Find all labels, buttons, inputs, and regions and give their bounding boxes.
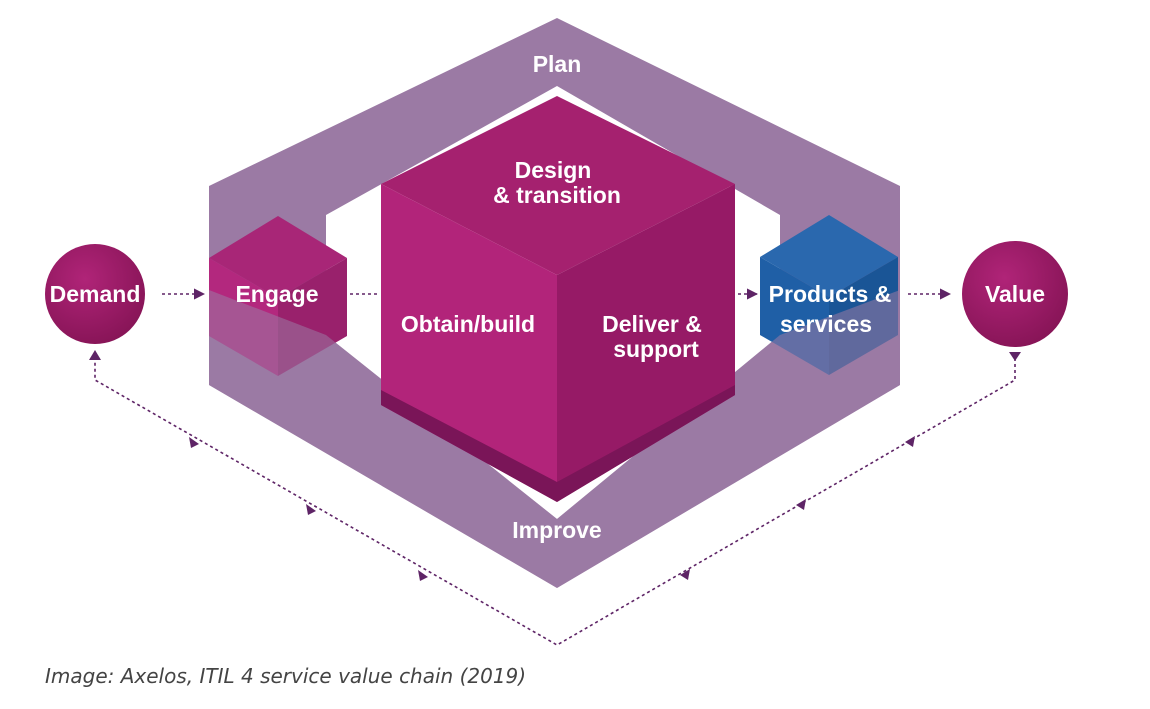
value-down-arrowhead [1009,352,1021,361]
flow-connectors [94,288,1016,646]
value-to-demand-feedback-loop [94,352,1016,646]
improve-label: Improve [512,517,601,543]
products-services-label-line1: Products & [769,281,892,307]
design-transition-label-line2: & transition [493,182,621,208]
central-cube-bottom-band [381,385,735,502]
design-transition-face [381,96,735,275]
value-label: Value [985,281,1045,307]
feedback-loop-arrowheads [89,350,1021,581]
ring-front-overlay-right [557,290,900,588]
image-caption: Image: Axelos, ITIL 4 service value chai… [45,664,527,688]
deliver-support-label-line2: support [613,336,699,362]
engage-label: Engage [235,281,318,307]
demand-label: Demand [50,281,141,307]
value-circle [962,241,1068,347]
deliver-support-label-line1: Deliver & [602,311,702,337]
demand-up-arrowhead [89,350,101,360]
products-services-label-line2: services [780,311,872,337]
plan-label: Plan [533,51,582,77]
central-cube [381,96,735,502]
design-transition-label-line1: Design [515,157,592,183]
ring-front-overlay [209,290,557,588]
obtain-build-label: Obtain/build [401,311,535,337]
deliver-support-face [557,184,735,502]
demand-circle [45,244,145,344]
